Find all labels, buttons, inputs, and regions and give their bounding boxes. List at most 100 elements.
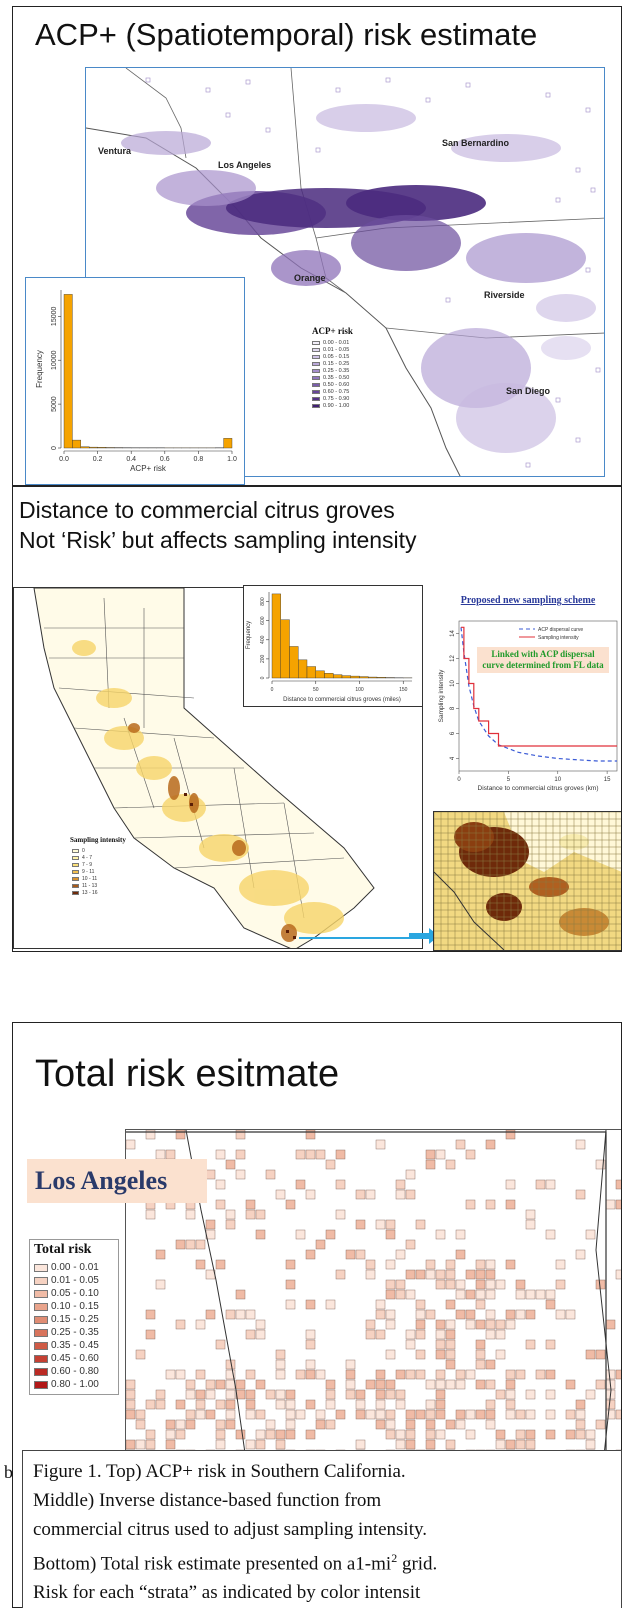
total-risk-legend-label: 0.05 - 0.10 — [51, 1288, 99, 1299]
total-risk-legend-label: 0.80 - 1.00 — [51, 1379, 99, 1390]
risk-grid-cell — [395, 1369, 406, 1380]
risk-grid-cell — [455, 1289, 466, 1300]
los-angeles-label: Los Angeles — [27, 1159, 207, 1203]
risk-grid-cell — [215, 1379, 226, 1390]
total-risk-title: Total risk esitmate — [35, 1053, 340, 1095]
risk-grid-cell — [175, 1429, 186, 1440]
risk-grid-cell — [355, 1189, 366, 1200]
risk-grid-cell — [355, 1439, 366, 1450]
total-risk-legend-label: 0.15 - 0.25 — [51, 1314, 99, 1325]
histogram-bar — [280, 619, 290, 679]
risk-grid-cell — [155, 1249, 166, 1260]
total-risk-legend-swatch — [34, 1263, 48, 1272]
risk-grid-cell — [605, 1409, 616, 1420]
risk-grid-cell — [205, 1379, 216, 1390]
legend-label: Sampling intensity — [538, 635, 579, 641]
risk-grid-cell — [375, 1369, 386, 1380]
acp-legend-swatch — [312, 404, 320, 408]
risk-grid-cell — [235, 1389, 246, 1400]
risk-grid-cell — [265, 1389, 276, 1400]
zoomed-map-graphic — [433, 812, 621, 951]
risk-grid-cell — [495, 1329, 506, 1340]
risk-grid-cell — [155, 1149, 166, 1160]
y-tick-label: 10 — [450, 680, 456, 687]
risk-grid-cell — [175, 1399, 186, 1410]
risk-grid-cell — [305, 1329, 316, 1340]
risk-grid-cell — [375, 1389, 386, 1400]
county-label-san-bernardino: San Bernardino — [442, 138, 510, 148]
risk-grid-cell — [345, 1379, 356, 1390]
risk-grid-cell — [275, 1369, 286, 1380]
x-tick-label: 100 — [355, 687, 364, 693]
risk-grid-cell — [525, 1429, 536, 1440]
risk-grid-cell — [165, 1419, 176, 1430]
acp-legend-label: 0.05 - 0.15 — [323, 354, 350, 360]
stray-character: b — [4, 1462, 13, 1482]
risk-grid-cell — [235, 1149, 246, 1160]
risk-grid-cell — [145, 1130, 156, 1140]
risk-grid-cell — [205, 1409, 216, 1420]
risk-grid-cell — [155, 1389, 166, 1400]
risk-grid-cell — [485, 1309, 496, 1320]
risk-grid-cell — [495, 1279, 506, 1290]
risk-grid-cell — [405, 1329, 416, 1340]
risk-grid-cell — [265, 1429, 276, 1440]
total-risk-legend-item: 0.35 - 0.45 — [34, 1340, 99, 1351]
risk-grid-cell — [305, 1429, 316, 1440]
risk-grid-cell — [145, 1329, 156, 1340]
risk-grid-cell — [175, 1319, 186, 1330]
risk-grid-cell — [255, 1439, 266, 1450]
y-tick-label: 10000 — [51, 350, 58, 370]
risk-grid-cell — [425, 1269, 436, 1280]
risk-grid-cell — [145, 1429, 156, 1440]
risk-grid-cell — [425, 1259, 436, 1270]
risk-grid-cell — [285, 1199, 296, 1210]
risk-grid-cell — [255, 1409, 266, 1420]
plot-area — [458, 620, 618, 772]
risk-grid-cell — [565, 1309, 576, 1320]
risk-grid-cell — [485, 1379, 496, 1390]
risk-grid-cell — [255, 1319, 266, 1330]
histogram-bar — [333, 674, 343, 679]
risk-grid-cell — [485, 1289, 496, 1300]
risk-grid-cell — [535, 1369, 546, 1380]
risk-grid-cell — [385, 1349, 396, 1360]
risk-grid-cell — [505, 1259, 516, 1270]
acp-legend-item: 0.35 - 0.50 — [312, 375, 349, 381]
total-risk-legend-item: 0.25 - 0.35 — [34, 1327, 99, 1338]
sampling-legend-item: 7 - 9 — [72, 862, 92, 868]
scheme-title: Proposed new sampling scheme — [460, 595, 596, 606]
histogram-bar — [315, 670, 325, 679]
risk-grid-cell — [245, 1209, 256, 1220]
risk-grid-cell — [225, 1309, 236, 1320]
sampling-legend-label: 4 - 7 — [82, 855, 93, 861]
risk-grid-cell — [195, 1399, 206, 1410]
risk-grid-cell — [315, 1149, 326, 1160]
risk-grid-cell — [235, 1429, 246, 1440]
sampling-legend-swatch — [72, 856, 79, 860]
risk-grid-cell — [305, 1249, 316, 1260]
y-tick-label: 200 — [260, 654, 266, 663]
risk-grid-cell — [285, 1389, 296, 1400]
histogram-bar — [105, 447, 115, 449]
risk-grid-cell — [575, 1429, 586, 1440]
risk-grid-cell — [515, 1279, 526, 1290]
histogram-bar — [80, 446, 90, 449]
risk-grid-cell — [505, 1319, 516, 1330]
risk-grid-cell — [385, 1409, 396, 1420]
risk-grid-cell — [155, 1399, 166, 1410]
risk-grid-cell — [615, 1199, 621, 1210]
risk-grid-cell — [475, 1339, 486, 1350]
risk-grid-cell — [425, 1379, 436, 1390]
sampling-legend-swatch — [72, 877, 79, 881]
y-tick-label: 0 — [260, 676, 266, 679]
risk-grid-cell — [395, 1399, 406, 1410]
sampling-scheme-chart: Proposed new sampling scheme 0 5 10 15 4 6 8 10… — [433, 595, 621, 805]
acp-legend-swatch — [312, 348, 320, 352]
risk-grid-cell — [315, 1409, 326, 1420]
risk-grid-cell — [365, 1259, 376, 1270]
risk-grid-cell — [315, 1239, 326, 1250]
acp-histogram-svg: 0.0 0.2 0.4 0.6 0.8 1.0 0 5000 10000 15000 ACP+ ri… — [35, 290, 237, 473]
acp-legend-item: 0.90 - 1.00 — [312, 403, 349, 409]
